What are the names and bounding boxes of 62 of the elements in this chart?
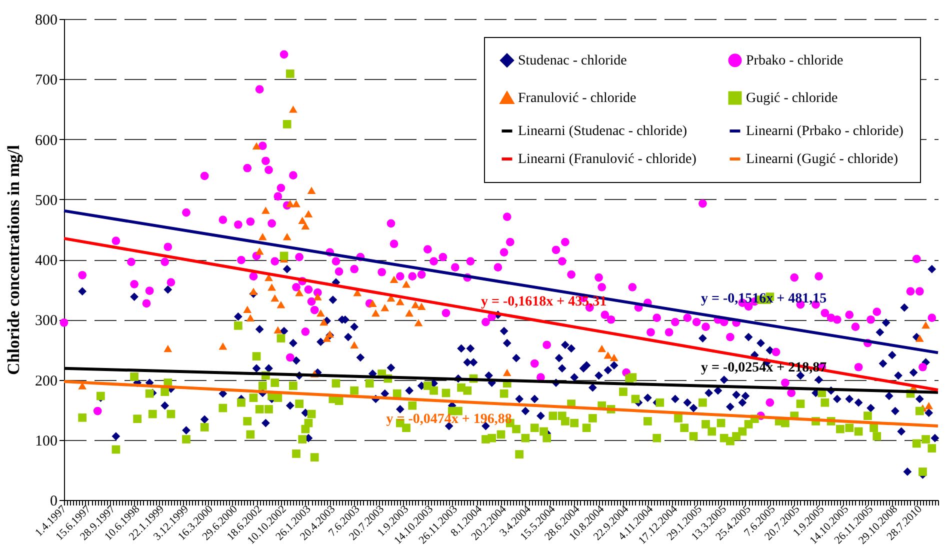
point xyxy=(268,284,276,291)
point xyxy=(405,309,414,317)
point xyxy=(243,306,252,314)
point xyxy=(289,106,298,113)
point xyxy=(924,402,934,410)
y-tick-label: 800 xyxy=(35,12,58,28)
point xyxy=(276,300,286,308)
point xyxy=(396,298,404,306)
y-tick-label: 400 xyxy=(35,253,58,269)
legend-label: Franulović - chloride xyxy=(518,91,636,106)
point xyxy=(922,321,930,329)
annotation: y = -0,1618x + 435,31 xyxy=(480,294,607,310)
point xyxy=(502,368,512,376)
point xyxy=(368,300,377,308)
y-tick-label: 200 xyxy=(35,373,58,390)
point xyxy=(218,342,228,350)
point xyxy=(915,334,924,342)
point xyxy=(316,309,325,317)
point xyxy=(414,319,423,326)
y-tick-label: 600 xyxy=(35,132,58,149)
point xyxy=(372,309,380,317)
point xyxy=(249,288,258,295)
legend-label: Linearni (Franulović - chloride) xyxy=(518,152,697,167)
point xyxy=(610,354,618,362)
point xyxy=(262,206,270,214)
point xyxy=(252,142,261,150)
point xyxy=(246,314,255,322)
point xyxy=(604,351,612,359)
point xyxy=(390,276,398,283)
point xyxy=(295,288,304,296)
y-tick-label: 700 xyxy=(35,72,58,89)
legend-label: Linearni (Gugić - chloride) xyxy=(746,152,898,167)
point xyxy=(258,233,267,240)
point xyxy=(301,222,310,230)
point xyxy=(270,294,280,302)
point xyxy=(313,293,322,300)
point xyxy=(164,344,172,352)
legend-label: Studenac - chloride xyxy=(518,53,627,68)
legend-label: Gugić - chloride xyxy=(746,91,838,106)
point xyxy=(598,344,606,352)
point xyxy=(292,200,300,208)
legend-label: Prbako - chloride xyxy=(746,53,844,68)
legend-label: Linearni (Studenac - chloride) xyxy=(518,124,688,139)
point xyxy=(274,326,282,334)
point xyxy=(417,302,426,310)
point xyxy=(298,216,307,224)
point xyxy=(322,334,331,342)
y-tick-label: 100 xyxy=(35,433,58,450)
y-tick-label: 300 xyxy=(35,313,58,330)
y-tick-label: 0 xyxy=(50,494,58,510)
point xyxy=(304,210,313,218)
point xyxy=(350,341,358,348)
point xyxy=(411,300,420,308)
legend-label: Linearni (Prbako - chloride) xyxy=(746,124,904,139)
point xyxy=(320,318,328,326)
y-axis-title: Chloride concentrations in mg/l xyxy=(4,144,23,375)
point xyxy=(255,247,264,255)
point xyxy=(402,280,410,288)
point xyxy=(307,186,316,194)
point xyxy=(282,233,292,240)
point xyxy=(380,304,390,312)
y-tick-label: 500 xyxy=(35,192,58,209)
